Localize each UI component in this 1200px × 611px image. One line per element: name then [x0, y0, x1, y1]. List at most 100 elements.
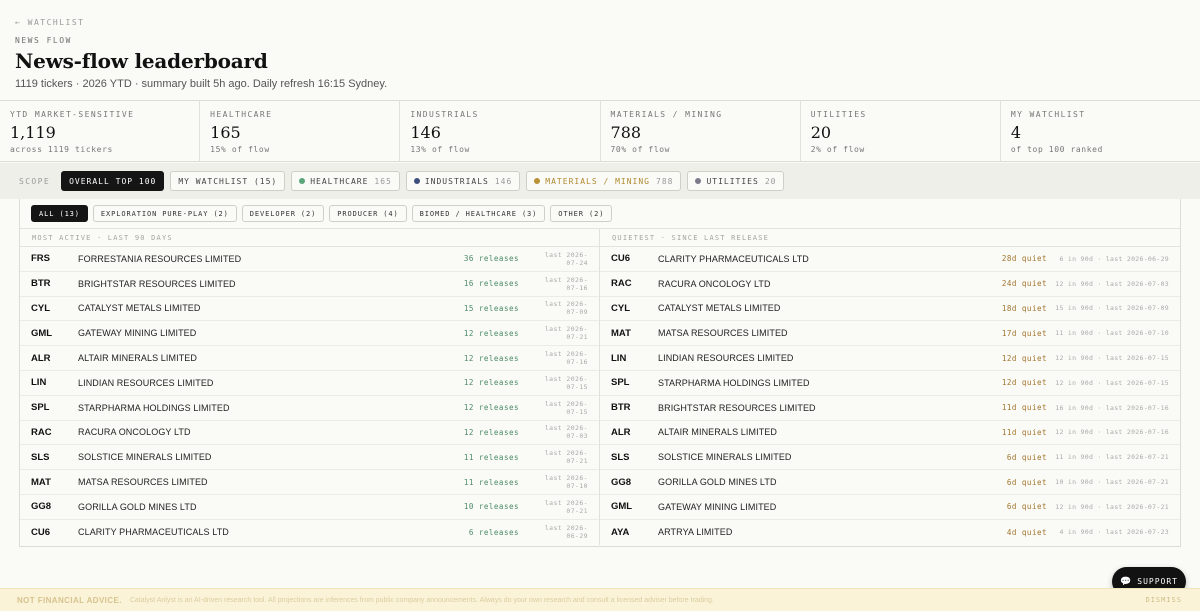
table-row[interactable]: SLS SOLSTICE MINERALS LIMITED 11 releases l…: [20, 445, 599, 471]
table-row[interactable]: MAT MATSA RESOURCES LIMITED 11 releases las…: [20, 470, 599, 495]
ticker-code: LIN: [31, 377, 47, 389]
quiet-days: 12d quiet: [1001, 378, 1047, 388]
quiet-detail: 4 in 90d · last 2026-07-23: [1059, 528, 1169, 537]
page-header: ← WATCHLIST NEWS FLOW News-flow leaderbo…: [15, 18, 1185, 90]
table-row[interactable]: FRS FORRESTANIA RESOURCES LIMITED 36 relea…: [20, 247, 599, 272]
quiet-detail: 12 in 90d · last 2026-07-21: [1055, 502, 1169, 511]
release-count: 12 releases: [463, 353, 519, 363]
quietest-column: QUIETEST · SINCE LAST RELEASE CU6 CLARITY…: [600, 229, 1180, 545]
release-count: 12 releases: [463, 427, 519, 437]
table-row[interactable]: AYA ARTRYA LIMITED 4d quiet 4 in 90d · last…: [600, 520, 1180, 545]
category-filter-bar: ALL (13) EXPLORATION PURE-PLAY (2) DEVELOP…: [20, 199, 1180, 229]
table-row[interactable]: CYL CATALYST METALS LIMITED 15 releases las…: [20, 297, 599, 322]
table-row[interactable]: SPL STARPHARMA HOLDINGS LIMITED 12d quiet 1…: [600, 371, 1180, 396]
company-name: STARPHARMA HOLDINGS LIMITED: [78, 402, 230, 413]
page-eyebrow: NEWS FLOW: [15, 36, 72, 45]
category-filter-chip[interactable]: EXPLORATION PURE-PLAY (2): [92, 205, 237, 222]
company-name: LINDIAN RESOURCES LIMITED: [78, 377, 214, 388]
table-row[interactable]: BTR BRIGHTSTAR RESOURCES LIMITED 16 releas…: [20, 272, 599, 297]
release-count: 16 releases: [463, 279, 519, 289]
table-row[interactable]: LIN LINDIAN RESOURCES LIMITED 12 releases l…: [20, 371, 599, 396]
table-row[interactable]: BTR BRIGHTSTAR RESOURCES LIMITED 11d quiet…: [600, 396, 1180, 421]
ticker-code: RAC: [611, 278, 632, 290]
stat-value: 1,119: [10, 123, 56, 142]
quiet-detail: 16 in 90d · last 2026-07-16: [1055, 403, 1169, 412]
last-release-date: last 2026-07-21: [544, 498, 588, 515]
quiet-days: 6d quiet: [1006, 502, 1047, 512]
table-row[interactable]: SPL STARPHARMA HOLDINGS LIMITED 12 release…: [20, 396, 599, 421]
back-to-watchlist-link[interactable]: ← WATCHLIST: [15, 18, 85, 27]
last-release-date: last 2026-07-15: [544, 399, 588, 416]
table-row[interactable]: ALR ALTAIR MINERALS LIMITED 11d quiet 12 in…: [600, 421, 1180, 446]
last-release-date: last 2026-06-29: [544, 524, 588, 541]
ticker-code: MAT: [31, 476, 51, 488]
category-filter-chip[interactable]: PRODUCER (4): [329, 205, 407, 222]
ticker-code: GML: [31, 327, 53, 339]
table-row[interactable]: SLS SOLSTICE MINERALS LIMITED 6d quiet 11 i…: [600, 445, 1180, 471]
dismiss-button[interactable]: DISMISS: [1145, 596, 1182, 604]
ticker-code: CYL: [611, 302, 630, 314]
scope-chip[interactable]: UTILITIES 20: [687, 171, 785, 191]
scope-chip[interactable]: MY WATCHLIST (15): [170, 171, 286, 191]
quiet-days: 6d quiet: [1006, 477, 1047, 487]
ticker-code: CYL: [31, 302, 50, 314]
company-name: CLARITY PHARMACEUTICALS LTD: [78, 527, 229, 538]
category-filter-chip[interactable]: DEVELOPER (2): [241, 205, 325, 222]
most-active-column: MOST ACTIVE · LAST 90 DAYS FRS FORRESTANI…: [20, 229, 600, 545]
sector-dot-icon: [695, 178, 702, 184]
scope-chip[interactable]: HEALTHCARE 165: [291, 171, 400, 191]
company-name: STARPHARMA HOLDINGS LIMITED: [658, 377, 810, 388]
company-name: LINDIAN RESOURCES LIMITED: [658, 353, 794, 364]
table-row[interactable]: RAC RACURA ONCOLOGY LTD 24d quiet 12 in 90d…: [600, 272, 1180, 297]
table-row[interactable]: GML GATEWAY MINING LIMITED 6d quiet 12 in 9…: [600, 495, 1180, 520]
scope-chip[interactable]: MATERIALS / MINING 788: [526, 171, 682, 191]
disclaimer-title: NOT FINANCIAL ADVICE.: [17, 595, 122, 605]
ticker-code: CU6: [611, 253, 631, 265]
scope-chip-count: 146: [494, 176, 513, 186]
table-row[interactable]: GG8 GORILLA GOLD MINES LTD 6d quiet 10 in 9…: [600, 470, 1180, 495]
category-filter-chip[interactable]: OTHER (2): [550, 205, 613, 222]
scope-label: SCOPE: [19, 176, 51, 186]
table-row[interactable]: MAT MATSA RESOURCES LIMITED 17d quiet 11 in…: [600, 321, 1180, 347]
company-name: CATALYST METALS LIMITED: [658, 303, 781, 314]
stats-strip: YTD MARKET-SENSITIVE 1,119 across 1119 tic…: [0, 100, 1200, 162]
table-row[interactable]: LIN LINDIAN RESOURCES LIMITED 12d quiet 12 …: [600, 346, 1180, 371]
table-row[interactable]: CU6 CLARITY PHARMACEUTICALS LTD 6 releases…: [20, 520, 599, 545]
stat-value: 20: [810, 123, 832, 142]
stat-value: 788: [610, 123, 642, 142]
page-subtitle: 1119 tickers · 2026 YTD · summary built …: [15, 78, 388, 90]
quiet-detail: 12 in 90d · last 2026-07-03: [1055, 279, 1169, 288]
ticker-code: SLS: [611, 451, 630, 463]
quiet-detail: 12 in 90d · last 2026-07-15: [1055, 354, 1169, 363]
page-title: News-flow leaderboard: [15, 49, 268, 73]
scope-chip[interactable]: INDUSTRIALS 146: [405, 171, 521, 191]
release-count: 12 releases: [463, 403, 519, 413]
table-row[interactable]: GG8 GORILLA GOLD MINES LTD 10 releases last…: [20, 495, 599, 520]
stat-card: MATERIALS / MINING 788 70% of flow: [601, 101, 801, 161]
category-filter-chip[interactable]: ALL (13): [31, 205, 88, 222]
release-count: 12 releases: [463, 328, 519, 338]
company-name: BRIGHTSTAR RESOURCES LIMITED: [78, 278, 236, 289]
scope-chip[interactable]: OVERALL TOP 100: [61, 171, 165, 191]
stat-card: YTD MARKET-SENSITIVE 1,119 across 1119 tic…: [0, 101, 201, 161]
sector-dot-icon: [534, 178, 541, 184]
ticker-code: MAT: [611, 327, 631, 339]
stat-value: 146: [410, 123, 441, 142]
quiet-detail: 11 in 90d · last 2026-07-21: [1055, 453, 1169, 462]
table-row[interactable]: ALR ALTAIR MINERALS LIMITED 12 releases las…: [20, 346, 599, 371]
stat-note: 15% of flow: [210, 145, 270, 154]
table-row[interactable]: CYL CATALYST METALS LIMITED 18d quiet 15 in…: [600, 297, 1180, 322]
ticker-code: CU6: [31, 526, 51, 538]
stat-card: UTILITIES 20 2% of flow: [801, 101, 1001, 161]
category-filter-chip[interactable]: BIOMED / HEALTHCARE (3): [411, 205, 546, 222]
table-row[interactable]: GML GATEWAY MINING LIMITED 12 releases last…: [20, 321, 599, 347]
table-row[interactable]: CU6 CLARITY PHARMACEUTICALS LTD 28d quiet 6…: [600, 247, 1180, 272]
table-row[interactable]: RAC RACURA ONCOLOGY LTD 12 releases last 20…: [20, 421, 599, 446]
company-name: SOLSTICE MINERALS LIMITED: [78, 452, 212, 463]
release-count: 10 releases: [463, 502, 519, 512]
quiet-days: 18d quiet: [1001, 303, 1047, 313]
quiet-days: 17d quiet: [1001, 328, 1047, 338]
stat-value: 165: [210, 123, 241, 142]
ticker-code: SLS: [31, 451, 50, 463]
ticker-code: ALR: [611, 426, 631, 438]
